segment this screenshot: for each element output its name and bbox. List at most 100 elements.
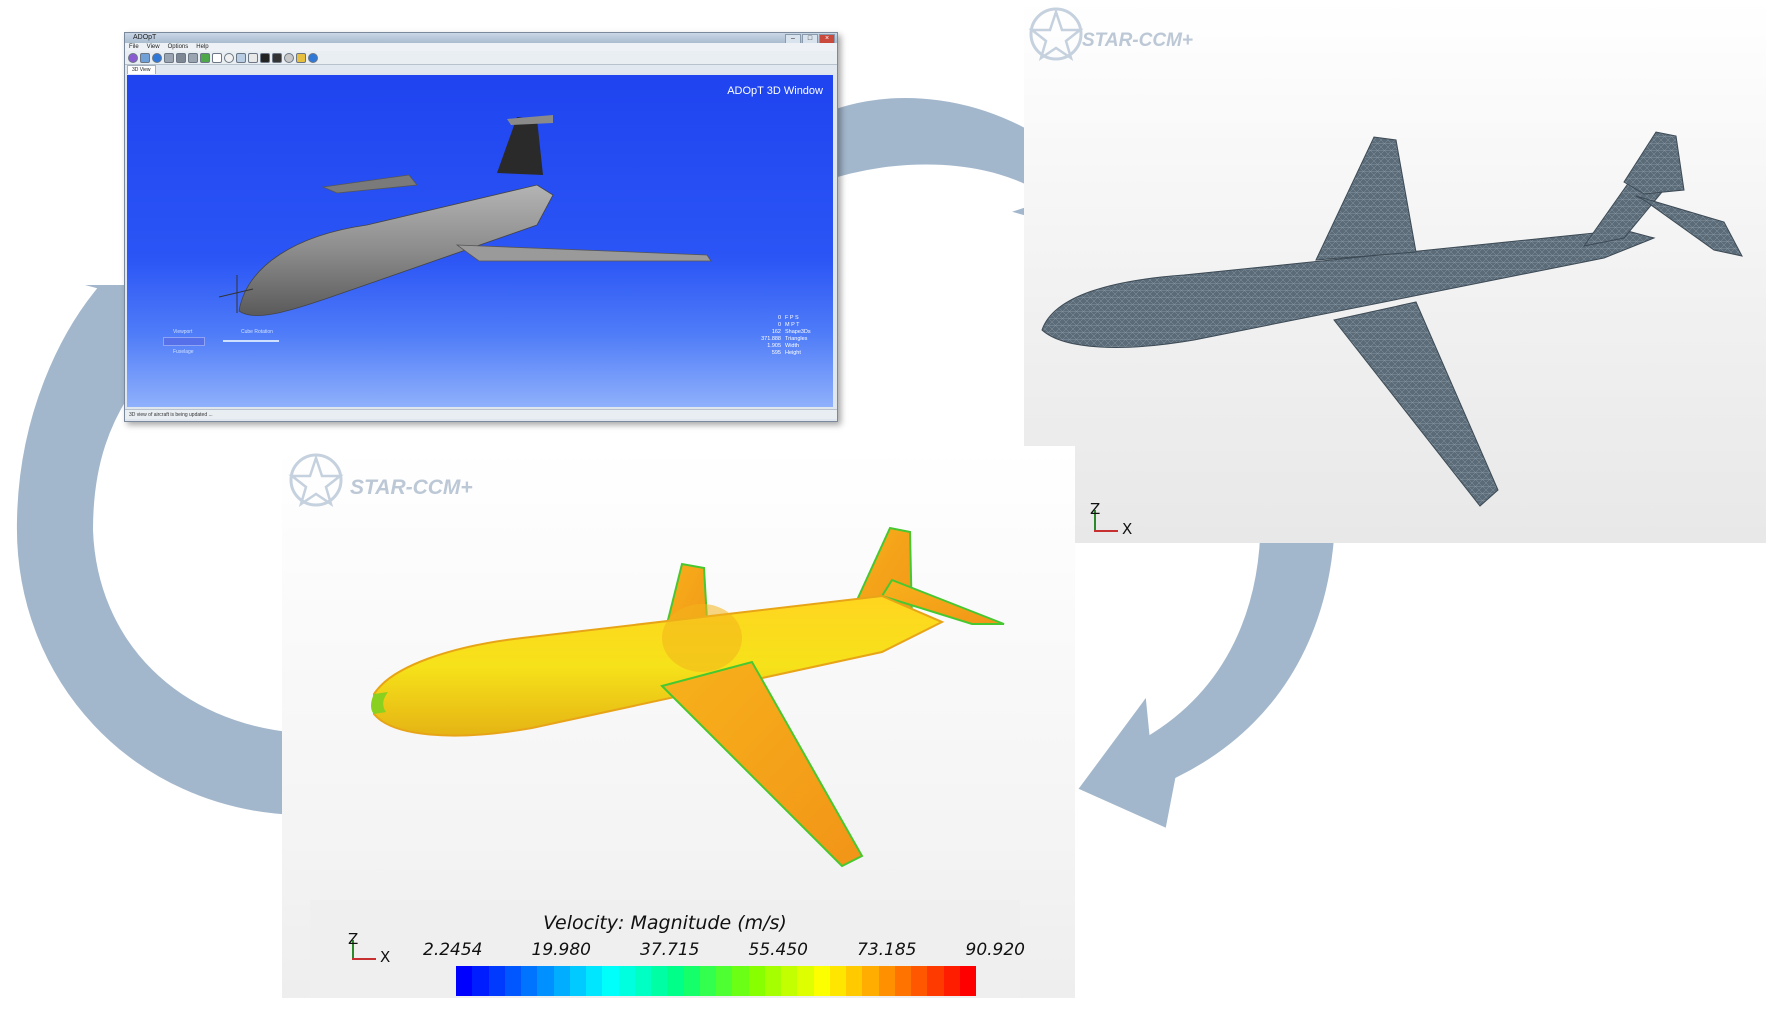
print-icon[interactable] (176, 52, 186, 63)
mail-icon[interactable] (296, 52, 306, 63)
globe-icon[interactable] (128, 52, 138, 63)
axis-triad-bottom: Z X (344, 930, 394, 970)
colorbar-segment (553, 966, 570, 996)
check-icon[interactable] (152, 52, 162, 63)
axis-z-label: Z (1090, 500, 1101, 518)
colorbar-segment (569, 966, 586, 996)
viewport-label: Viewport (173, 329, 193, 335)
search-icon[interactable] (224, 52, 234, 63)
legend-tick: 73.185 (857, 940, 917, 960)
menu-view[interactable]: View (146, 44, 160, 50)
menu-file[interactable]: File (129, 44, 139, 50)
mesh-panel: STAR-CCM+ Z X (1024, 0, 1766, 543)
colorbar-segment (651, 966, 668, 996)
colorbar-segment (456, 966, 473, 996)
arrow-left (10, 279, 302, 822)
axis-triad-top: Z X (1086, 500, 1136, 540)
plane-icon[interactable] (272, 52, 282, 63)
table-icon[interactable] (236, 52, 246, 63)
colorbar-segment (683, 966, 700, 996)
colorbar-segment (862, 966, 879, 996)
fuselage-label: Fuselage (173, 349, 194, 355)
stat-row: 595 Height (771, 350, 801, 356)
star-logo-text: STAR-CCM+ (350, 476, 473, 499)
cube-3d-icon[interactable] (260, 52, 270, 63)
document-icon[interactable] (212, 52, 222, 63)
tab-bar: 3D View (125, 65, 837, 74)
legend-ticks: 2.2454 19.980 37.715 55.450 73.185 90.92… (423, 940, 1025, 960)
velocity-airplane (371, 526, 1005, 868)
legend-tick: 19.980 (531, 940, 591, 960)
view-label: ADOpT 3D Window (727, 85, 823, 97)
cube-rotation-label: Cube Rotation (241, 329, 273, 335)
menu-help[interactable]: Help (196, 44, 209, 50)
menu-bar: File View Options Help (125, 43, 837, 51)
colorbar-segment (732, 966, 749, 996)
title-bar[interactable]: ADOpT – □ × (125, 33, 837, 44)
colorbar-segment (943, 966, 960, 996)
colorbar-segment (813, 966, 830, 996)
colorbar-segment (894, 966, 911, 996)
colorbar-segment (959, 966, 976, 996)
colorbar-segment (504, 966, 521, 996)
mesh-airplane (1041, 131, 1743, 507)
colorbar-segment (602, 966, 619, 996)
colorbar-segment (927, 966, 944, 996)
colorbar-segment (634, 966, 651, 996)
adopt-airplane (218, 115, 712, 317)
viewport-controls: Viewport Cube Rotation Fuselage (163, 329, 313, 369)
colorbar-segment (472, 966, 489, 996)
legend-tick: 37.715 (640, 940, 700, 960)
picture-icon[interactable] (140, 52, 150, 63)
help-icon[interactable] (308, 52, 318, 63)
toolbar (125, 51, 837, 65)
star-logo-icon (288, 453, 344, 507)
legend-tick: 55.450 (748, 940, 808, 960)
colorbar-segment (699, 966, 716, 996)
viewport-select[interactable] (163, 337, 205, 346)
grid-icon[interactable] (164, 52, 174, 63)
colorbar-segment (667, 966, 684, 996)
colorbar-segment (764, 966, 781, 996)
colorbar-segment (797, 966, 814, 996)
legend-colorbar (456, 966, 976, 996)
arrow-bottom-right (1069, 458, 1342, 837)
status-bar: 3D view of aircraft is being updated ... (125, 409, 837, 419)
colorbar-segment (878, 966, 895, 996)
colorbar-segment (781, 966, 798, 996)
legend-tick: 90.920 (965, 940, 1025, 960)
adopt-3d-viewport[interactable]: ADOpT 3D Window Viewport Cube Rotation (127, 75, 833, 407)
velocity-legend: Velocity: Magnitude (m/s) 2.2454 19.980 … (310, 900, 1025, 998)
colorbar-segment (748, 966, 765, 996)
axis-x-label: X (380, 948, 391, 966)
menu-options[interactable]: Options (167, 44, 189, 50)
star-logo-text: STAR-CCM+ (1082, 30, 1194, 51)
colorbar-segment (618, 966, 635, 996)
colorbar-segment (537, 966, 554, 996)
colorbar-segment (716, 966, 733, 996)
adopt-window: ADOpT – □ × File View Options Help 3D Vi… (124, 32, 838, 422)
stat-row: 371.888 Triangles (761, 336, 808, 342)
star-logo-icon (1028, 7, 1084, 61)
colorbar-segment (846, 966, 863, 996)
settings-icon[interactable] (284, 52, 294, 63)
cube-rotation-slider[interactable] (223, 340, 279, 342)
layers-icon[interactable] (248, 52, 258, 63)
colorbar-segment (521, 966, 538, 996)
stat-row: 1.905 Width (767, 343, 800, 349)
plus-icon[interactable] (200, 52, 210, 63)
stat-row: 162 Shape3Ds (771, 329, 811, 335)
tab-3d-view[interactable]: 3D View (127, 65, 156, 74)
axis-x-label: X (1122, 520, 1133, 538)
colorbar-segment (488, 966, 505, 996)
printer-icon[interactable] (188, 52, 198, 63)
axis-z-label: Z (348, 930, 359, 948)
colorbar-segment (829, 966, 846, 996)
window-title: ADOpT (133, 34, 157, 41)
legend-tick: 2.2454 (423, 940, 483, 960)
colorbar-segment (586, 966, 603, 996)
legend-title: Velocity: Magnitude (m/s) (543, 912, 787, 934)
